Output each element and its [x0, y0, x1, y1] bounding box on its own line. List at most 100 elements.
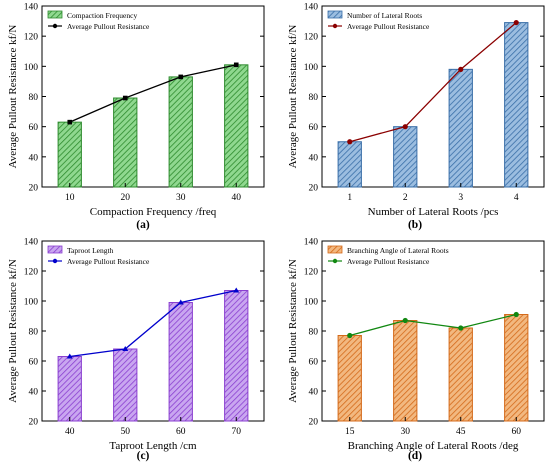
y-tick-label: 40 [309, 388, 319, 398]
legend-line-label: Average Pullout Resistance [67, 257, 150, 266]
series-point [513, 311, 519, 318]
series-point [402, 317, 408, 324]
y-tick-label: 20 [29, 418, 39, 428]
x-tick-label: 2 [403, 193, 408, 203]
y-tick-label: 60 [309, 123, 319, 133]
legend-bar-label: Branching Angle of Lateral Roots [347, 246, 449, 255]
x-tick-label: 3 [458, 193, 463, 203]
y-tick-label: 80 [29, 328, 39, 338]
bar [448, 327, 473, 422]
series-point [233, 287, 240, 293]
bar [113, 348, 138, 422]
x-tick-label: 40 [65, 427, 75, 437]
x-axis-label: Branching Angle of Lateral Roots /deg [348, 440, 519, 452]
y-tick-label: 80 [309, 328, 319, 338]
series-line [349, 313, 517, 337]
series-point [347, 139, 353, 145]
y-axis-label: Average Pullout Resistance kf/N [287, 259, 299, 403]
series-line [349, 22, 517, 143]
y-tick-label: 60 [309, 358, 319, 368]
legend-bar-label: Compaction Frequency [67, 11, 137, 20]
x-axis-label: Taproot Length /cm [109, 440, 197, 452]
y-axis-label: Average Pullout Resistance kf/N [7, 259, 19, 403]
bar [393, 320, 418, 422]
bar [337, 141, 362, 188]
y-tick-label: 120 [24, 33, 39, 43]
bar [57, 121, 82, 188]
series-point [66, 353, 73, 359]
y-tick-label: 140 [24, 3, 39, 13]
x-tick-label: 30 [176, 193, 186, 203]
x-tick-label: 4 [514, 193, 519, 203]
bar [224, 64, 249, 188]
series-point [458, 66, 464, 72]
y-tick-label: 120 [24, 268, 39, 278]
x-tick-label: 30 [401, 427, 411, 437]
y-tick-label: 140 [304, 3, 319, 13]
y-tick-label: 140 [304, 238, 319, 248]
series-point [178, 74, 184, 80]
y-tick-label: 100 [24, 298, 39, 308]
chart-panel-b: 20 40 60 80 100 120 140 1 2 3 4 Number of Lateral R… [287, 3, 545, 231]
chart-panel-c: 20 40 60 80 100 120 140 40 50 60 70 Taproot Length … [7, 238, 265, 462]
y-tick-label: 120 [304, 268, 319, 278]
y-tick-label: 20 [29, 184, 39, 194]
legend-bar-swatch [327, 245, 343, 254]
legend-bar-swatch [327, 10, 343, 19]
legend-bar-swatch [47, 10, 63, 19]
bar [337, 335, 362, 422]
y-tick-label: 40 [29, 153, 39, 163]
legend-line-label: Average Pullout Resistance [67, 22, 150, 31]
series-point [177, 299, 184, 305]
series-point [67, 119, 73, 125]
series-point [458, 325, 464, 331]
panel-label: (a) [136, 219, 150, 231]
bar [113, 97, 138, 188]
y-axis-label: Average Pullout Resistance kf/N [7, 25, 19, 169]
x-tick-label: 20 [121, 193, 131, 203]
x-tick-label: 15 [345, 427, 355, 437]
legend-bar-swatch [47, 245, 63, 254]
y-tick-label: 140 [24, 238, 39, 248]
bar [393, 126, 418, 188]
y-tick-label: 100 [304, 63, 319, 73]
y-tick-label: 40 [309, 153, 319, 163]
series-point [513, 19, 519, 26]
bar [224, 290, 249, 422]
x-tick-label: 60 [512, 427, 522, 437]
x-tick-label: 70 [232, 427, 242, 437]
x-tick-label: 60 [176, 427, 186, 437]
x-tick-label: 10 [65, 193, 75, 203]
bar [168, 302, 193, 422]
legend-line-marker [332, 258, 338, 264]
series-point [347, 332, 353, 339]
series-point [122, 346, 129, 351]
x-axis-label: Number of Lateral Roots /pcs [368, 206, 499, 218]
x-axis-label: Compaction Frequency /freq [90, 206, 217, 218]
bar [448, 68, 473, 188]
chart-panel-d: 20 40 60 80 100 120 140 15 30 45 60 Branching Angle… [287, 238, 545, 462]
bar [504, 22, 529, 188]
y-tick-label: 80 [309, 93, 319, 103]
bar [168, 76, 193, 188]
series-point [402, 124, 408, 130]
x-tick-label: 1 [347, 193, 352, 203]
legend-line-label: Average Pullout Resistance [347, 257, 430, 266]
panel-label: (b) [408, 219, 422, 231]
y-tick-label: 100 [304, 298, 319, 308]
panel-label: (d) [408, 450, 422, 462]
series-point [233, 62, 239, 68]
chart-panel-a: 20 40 60 80 100 120 140 10 20 30 40 Compaction Freq… [7, 3, 265, 231]
x-tick-label: 45 [456, 427, 466, 437]
y-tick-label: 60 [29, 358, 39, 368]
y-axis-label: Average Pullout Resistance kf/N [287, 25, 299, 169]
series-line [69, 64, 237, 123]
legend-bar-label: Number of Lateral Roots [347, 11, 422, 20]
panel-label: (c) [137, 450, 150, 462]
legend-line-label: Average Pullout Resistance [347, 22, 430, 31]
y-tick-label: 80 [29, 93, 39, 103]
y-tick-label: 60 [29, 123, 39, 133]
y-tick-label: 20 [309, 418, 319, 428]
